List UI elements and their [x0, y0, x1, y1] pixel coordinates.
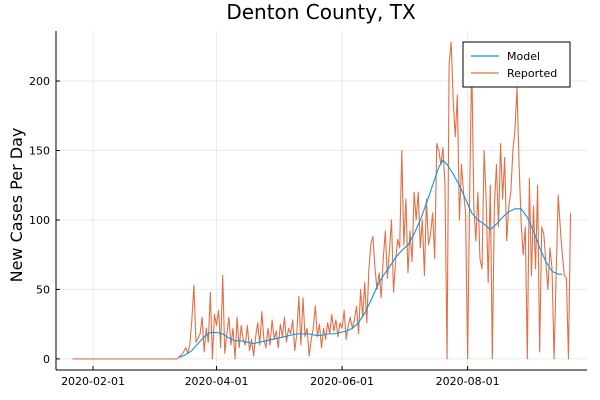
- chart-title: Denton County, TX: [226, 0, 416, 24]
- y-tick-label: 150: [29, 144, 50, 157]
- series-line-reported: [72, 41, 572, 360]
- legend-label-model: Model: [507, 50, 540, 63]
- legend-box: [462, 41, 571, 88]
- y-tick-label: 200: [29, 75, 50, 88]
- y-tick-label: 50: [36, 283, 50, 296]
- x-tick-label: 2020-06-01: [310, 375, 374, 388]
- y-axis-label: New Cases Per Day: [7, 128, 26, 283]
- axis-ticks: 0 50 100 150 200 2020-02-01 2020-04-01 2020-06-…: [29, 75, 500, 388]
- series-layer: [72, 41, 572, 360]
- axes-frame: [55, 31, 587, 371]
- x-tick-label: 2020-04-01: [185, 375, 249, 388]
- y-tick-label: 0: [43, 353, 50, 366]
- y-tick-label: 100: [29, 214, 50, 227]
- x-tick-label: 2020-08-01: [436, 375, 500, 388]
- x-tick-label: 2020-02-01: [61, 375, 125, 388]
- legend-label-reported: Reported: [507, 67, 557, 80]
- grid: [56, 31, 587, 370]
- legend: Model Reported: [462, 41, 571, 88]
- series-line-model: [179, 159, 563, 359]
